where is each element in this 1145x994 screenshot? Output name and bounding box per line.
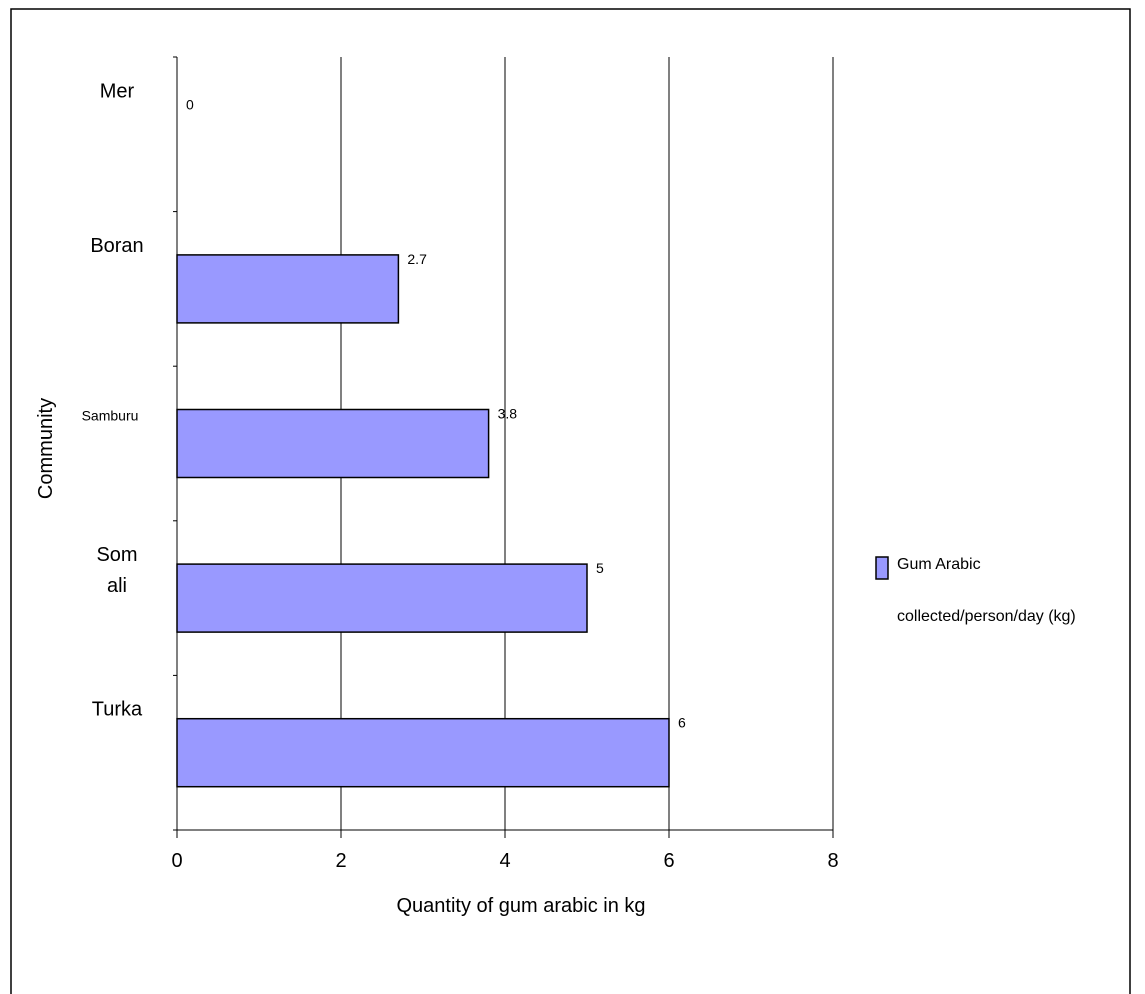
x-axis-title: Quantity of gum arabic in kg <box>396 895 645 917</box>
data-label-borana: 2.7 <box>407 251 427 267</box>
legend-swatch <box>876 557 888 579</box>
category-label-text: ali <box>107 575 127 597</box>
data-label-meru: 0 <box>186 96 194 112</box>
x-tick-label: 0 <box>171 850 182 872</box>
category-label-text: Boran <box>90 235 143 257</box>
category-label-text: Samburu <box>82 408 139 424</box>
x-tick-label: 4 <box>499 850 510 872</box>
legend-label: Gum Arabic <box>897 556 981 573</box>
data-label-turkana: 6 <box>678 715 686 731</box>
bar-borana <box>177 255 398 323</box>
data-label-samburu: 3.8 <box>498 406 518 422</box>
bar-samburu <box>177 410 489 478</box>
legend-label: collected/person/day (kg) <box>897 608 1076 625</box>
x-tick-label: 6 <box>663 850 674 872</box>
y-axis-title: Community <box>35 398 57 499</box>
x-tick-label: 8 <box>827 850 838 872</box>
x-tick-label: 2 <box>335 850 346 872</box>
chart-area-border <box>11 9 1130 994</box>
category-label-samburu: Samburu <box>82 408 139 424</box>
data-label-somali: 5 <box>596 560 604 576</box>
bar-turkana <box>177 719 669 787</box>
bar-somali <box>177 564 587 632</box>
category-label-text: Mer <box>100 80 135 102</box>
category-label-text: Turka <box>92 699 143 721</box>
category-label-text: Som <box>96 544 137 566</box>
